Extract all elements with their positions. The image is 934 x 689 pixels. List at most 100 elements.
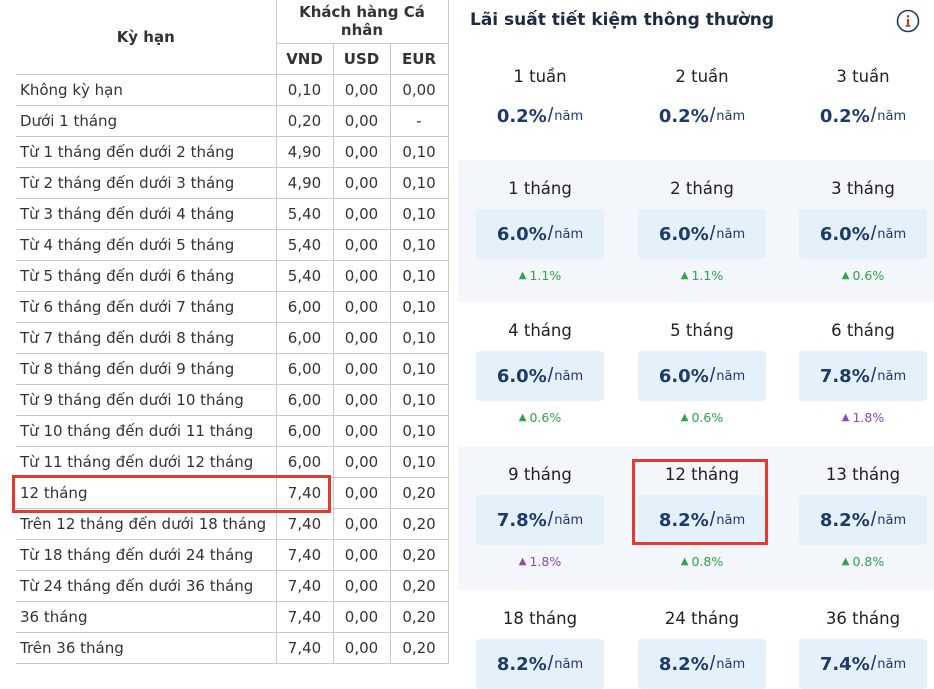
cell-term: Từ 7 tháng đến dưới 8 tháng — [16, 321, 277, 354]
rate-section-3: 4 tháng 6.0% / năm ▲ 0.6% 5 tháng 6.0% / năm ▲ 0.6%… — [458, 302, 934, 446]
cell-term: Không kỳ hạn — [16, 73, 277, 106]
table-row: Không kỳ hạn 0,10 0,00 0,00 — [16, 73, 449, 106]
cell-term: Từ 24 tháng đến dưới 36 tháng — [16, 569, 277, 602]
rate-change: ▲ 1.8% — [475, 554, 605, 569]
table-row: Từ 2 tháng đến dưới 3 tháng 4,90 0,00 0,10 — [16, 166, 449, 199]
rate-slash: / — [709, 508, 716, 531]
rate-unit: năm — [554, 226, 584, 242]
rate-card[interactable]: 2 tháng 6.0% / năm ▲ 1.1% — [637, 177, 767, 283]
rate-card[interactable]: 9 tháng 7.8% / năm ▲ 1.8% — [475, 463, 605, 569]
cell-vnd: 7,40 — [275, 569, 334, 602]
rate-card-value-box: 0.2% / năm — [799, 91, 927, 141]
rate-card-value-box: 7.4% / năm — [799, 639, 927, 689]
rate-card[interactable]: 18 tháng 8.2% / năm — [475, 607, 605, 689]
rate-card[interactable]: 36 tháng 7.4% / năm — [798, 607, 928, 689]
cell-usd: 0,00 — [332, 73, 391, 106]
rate-card[interactable]: 5 tháng 6.0% / năm ▲ 0.6% — [637, 319, 767, 425]
cell-usd: 0,00 — [332, 445, 391, 478]
savings-rate-panel: Lãi suất tiết kiệm thông thường 1 tuần 0.… — [458, 0, 934, 689]
rate-unit: năm — [877, 368, 907, 384]
rate-card-term: 18 tháng — [502, 609, 578, 628]
rate-slash: / — [709, 364, 716, 387]
header-usd: USD — [332, 42, 391, 75]
info-icon[interactable] — [896, 9, 920, 33]
cell-term: Từ 18 tháng đến dưới 24 tháng — [16, 538, 277, 571]
rate-change-value: 0.8% — [852, 554, 885, 569]
cell-vnd: 6,00 — [275, 445, 334, 478]
rate-value: 8.2% — [819, 509, 870, 531]
rate-value: 6.0% — [658, 365, 709, 387]
deposit-rate-table: Kỳ hạn Khách hàng Cá nhân VND USD EUR Kh… — [16, 0, 449, 664]
rate-card-value-box: 6.0% / năm — [476, 209, 604, 259]
table-row: Từ 24 tháng đến dưới 36 tháng 7,40 0,00 0,2… — [16, 569, 449, 602]
cell-term: Từ 2 tháng đến dưới 3 tháng — [16, 166, 277, 199]
header-vnd: VND — [275, 42, 334, 75]
cell-vnd: 7,40 — [275, 538, 334, 571]
rate-card-term: 13 tháng — [825, 465, 901, 484]
rate-card[interactable]: 13 tháng 8.2% / năm ▲ 0.8% — [798, 463, 928, 569]
rate-change: ▲ 0.8% — [637, 554, 767, 569]
cell-usd: 0,00 — [332, 352, 391, 385]
cell-term: Từ 5 tháng đến dưới 6 tháng — [16, 259, 277, 292]
rate-card-term: 2 tuần — [675, 67, 729, 86]
up-triangle-icon: ▲ — [518, 412, 527, 423]
rate-unit: năm — [716, 512, 746, 528]
cell-eur: 0,20 — [389, 507, 449, 540]
cell-vnd: 7,40 — [275, 476, 334, 509]
rate-change-value: 1.8% — [529, 554, 562, 569]
rate-change-value: 1.8% — [852, 410, 885, 425]
rate-slash: / — [547, 508, 554, 531]
cell-term: Từ 3 tháng đến dưới 4 tháng — [16, 197, 277, 230]
table-row: Từ 10 tháng đến dưới 11 tháng 6,00 0,00 0,1… — [16, 414, 449, 447]
rate-unit: năm — [877, 226, 907, 242]
rate-section-4: 9 tháng 7.8% / năm ▲ 1.8% 12 tháng 8.2% / năm ▲ 0.8… — [458, 446, 934, 590]
table-row: Từ 1 tháng đến dưới 2 tháng 4,90 0,00 0,10 — [16, 135, 449, 168]
rate-card[interactable]: 1 tháng 6.0% / năm ▲ 1.1% — [475, 177, 605, 283]
rate-card-value-box: 0.2% / năm — [476, 91, 604, 141]
rate-card-term: 1 tháng — [508, 179, 572, 198]
rate-card-term: 1 tuần — [513, 67, 567, 86]
cell-vnd: 6,00 — [275, 290, 334, 323]
rate-card[interactable]: 6 tháng 7.8% / năm ▲ 1.8% — [798, 319, 928, 425]
cell-usd: 0,00 — [332, 383, 391, 416]
rate-value: 7.8% — [496, 509, 547, 531]
rate-card-value-box: 7.8% / năm — [476, 495, 604, 545]
rate-card[interactable]: 24 tháng 8.2% / năm — [637, 607, 767, 689]
rate-card-value-box: 6.0% / năm — [638, 209, 766, 259]
cell-term: 12 tháng — [16, 476, 277, 509]
header-term: Kỳ hạn — [16, 0, 277, 75]
rate-slash: / — [547, 104, 554, 127]
rate-card[interactable]: 3 tuần 0.2% / năm — [798, 65, 928, 141]
rate-card[interactable]: 3 tháng 6.0% / năm ▲ 0.6% — [798, 177, 928, 283]
rate-card[interactable]: 1 tuần 0.2% / năm — [475, 65, 605, 141]
rate-value: 6.0% — [658, 223, 709, 245]
rate-value: 8.2% — [658, 653, 709, 675]
table-row: Dưới 1 tháng 0,20 0,00- — [16, 104, 449, 137]
rate-card[interactable]: 2 tuần 0.2% / năm — [637, 65, 767, 141]
cell-vnd: 6,00 — [275, 383, 334, 416]
rate-unit: năm — [716, 226, 746, 242]
cell-term: Từ 4 tháng đến dưới 5 tháng — [16, 228, 277, 261]
rate-card[interactable]: 4 tháng 6.0% / năm ▲ 0.6% — [475, 319, 605, 425]
cell-term: Từ 6 tháng đến dưới 7 tháng — [16, 290, 277, 323]
up-triangle-icon: ▲ — [841, 556, 850, 567]
cell-vnd: 4,90 — [275, 135, 334, 168]
rate-card[interactable]: 12 tháng 8.2% / năm ▲ 0.8% — [637, 463, 767, 569]
cell-term: Từ 9 tháng đến dưới 10 tháng — [16, 383, 277, 416]
cell-eur: 0,10 — [389, 445, 449, 478]
cell-eur: 0,10 — [389, 383, 449, 416]
rate-slash: / — [709, 104, 716, 127]
cell-eur: 0,00 — [389, 73, 449, 106]
cell-vnd: 6,00 — [275, 321, 334, 354]
cell-eur: 0,10 — [389, 259, 449, 292]
cell-term: Từ 8 tháng đến dưới 9 tháng — [16, 352, 277, 385]
rate-change: ▲ 0.6% — [637, 410, 767, 425]
cell-eur: 0,10 — [389, 352, 449, 385]
cell-eur: 0,10 — [389, 135, 449, 168]
rate-value: 0.2% — [496, 105, 547, 127]
cell-vnd: 6,00 — [275, 352, 334, 385]
table-row: Từ 5 tháng đến dưới 6 tháng 5,40 0,00 0,10 — [16, 259, 449, 292]
table-row: Trên 12 tháng đến dưới 18 tháng 7,40 0,00 0… — [16, 507, 449, 540]
rate-change: ▲ 1.8% — [798, 410, 928, 425]
up-triangle-icon: ▲ — [841, 270, 850, 281]
